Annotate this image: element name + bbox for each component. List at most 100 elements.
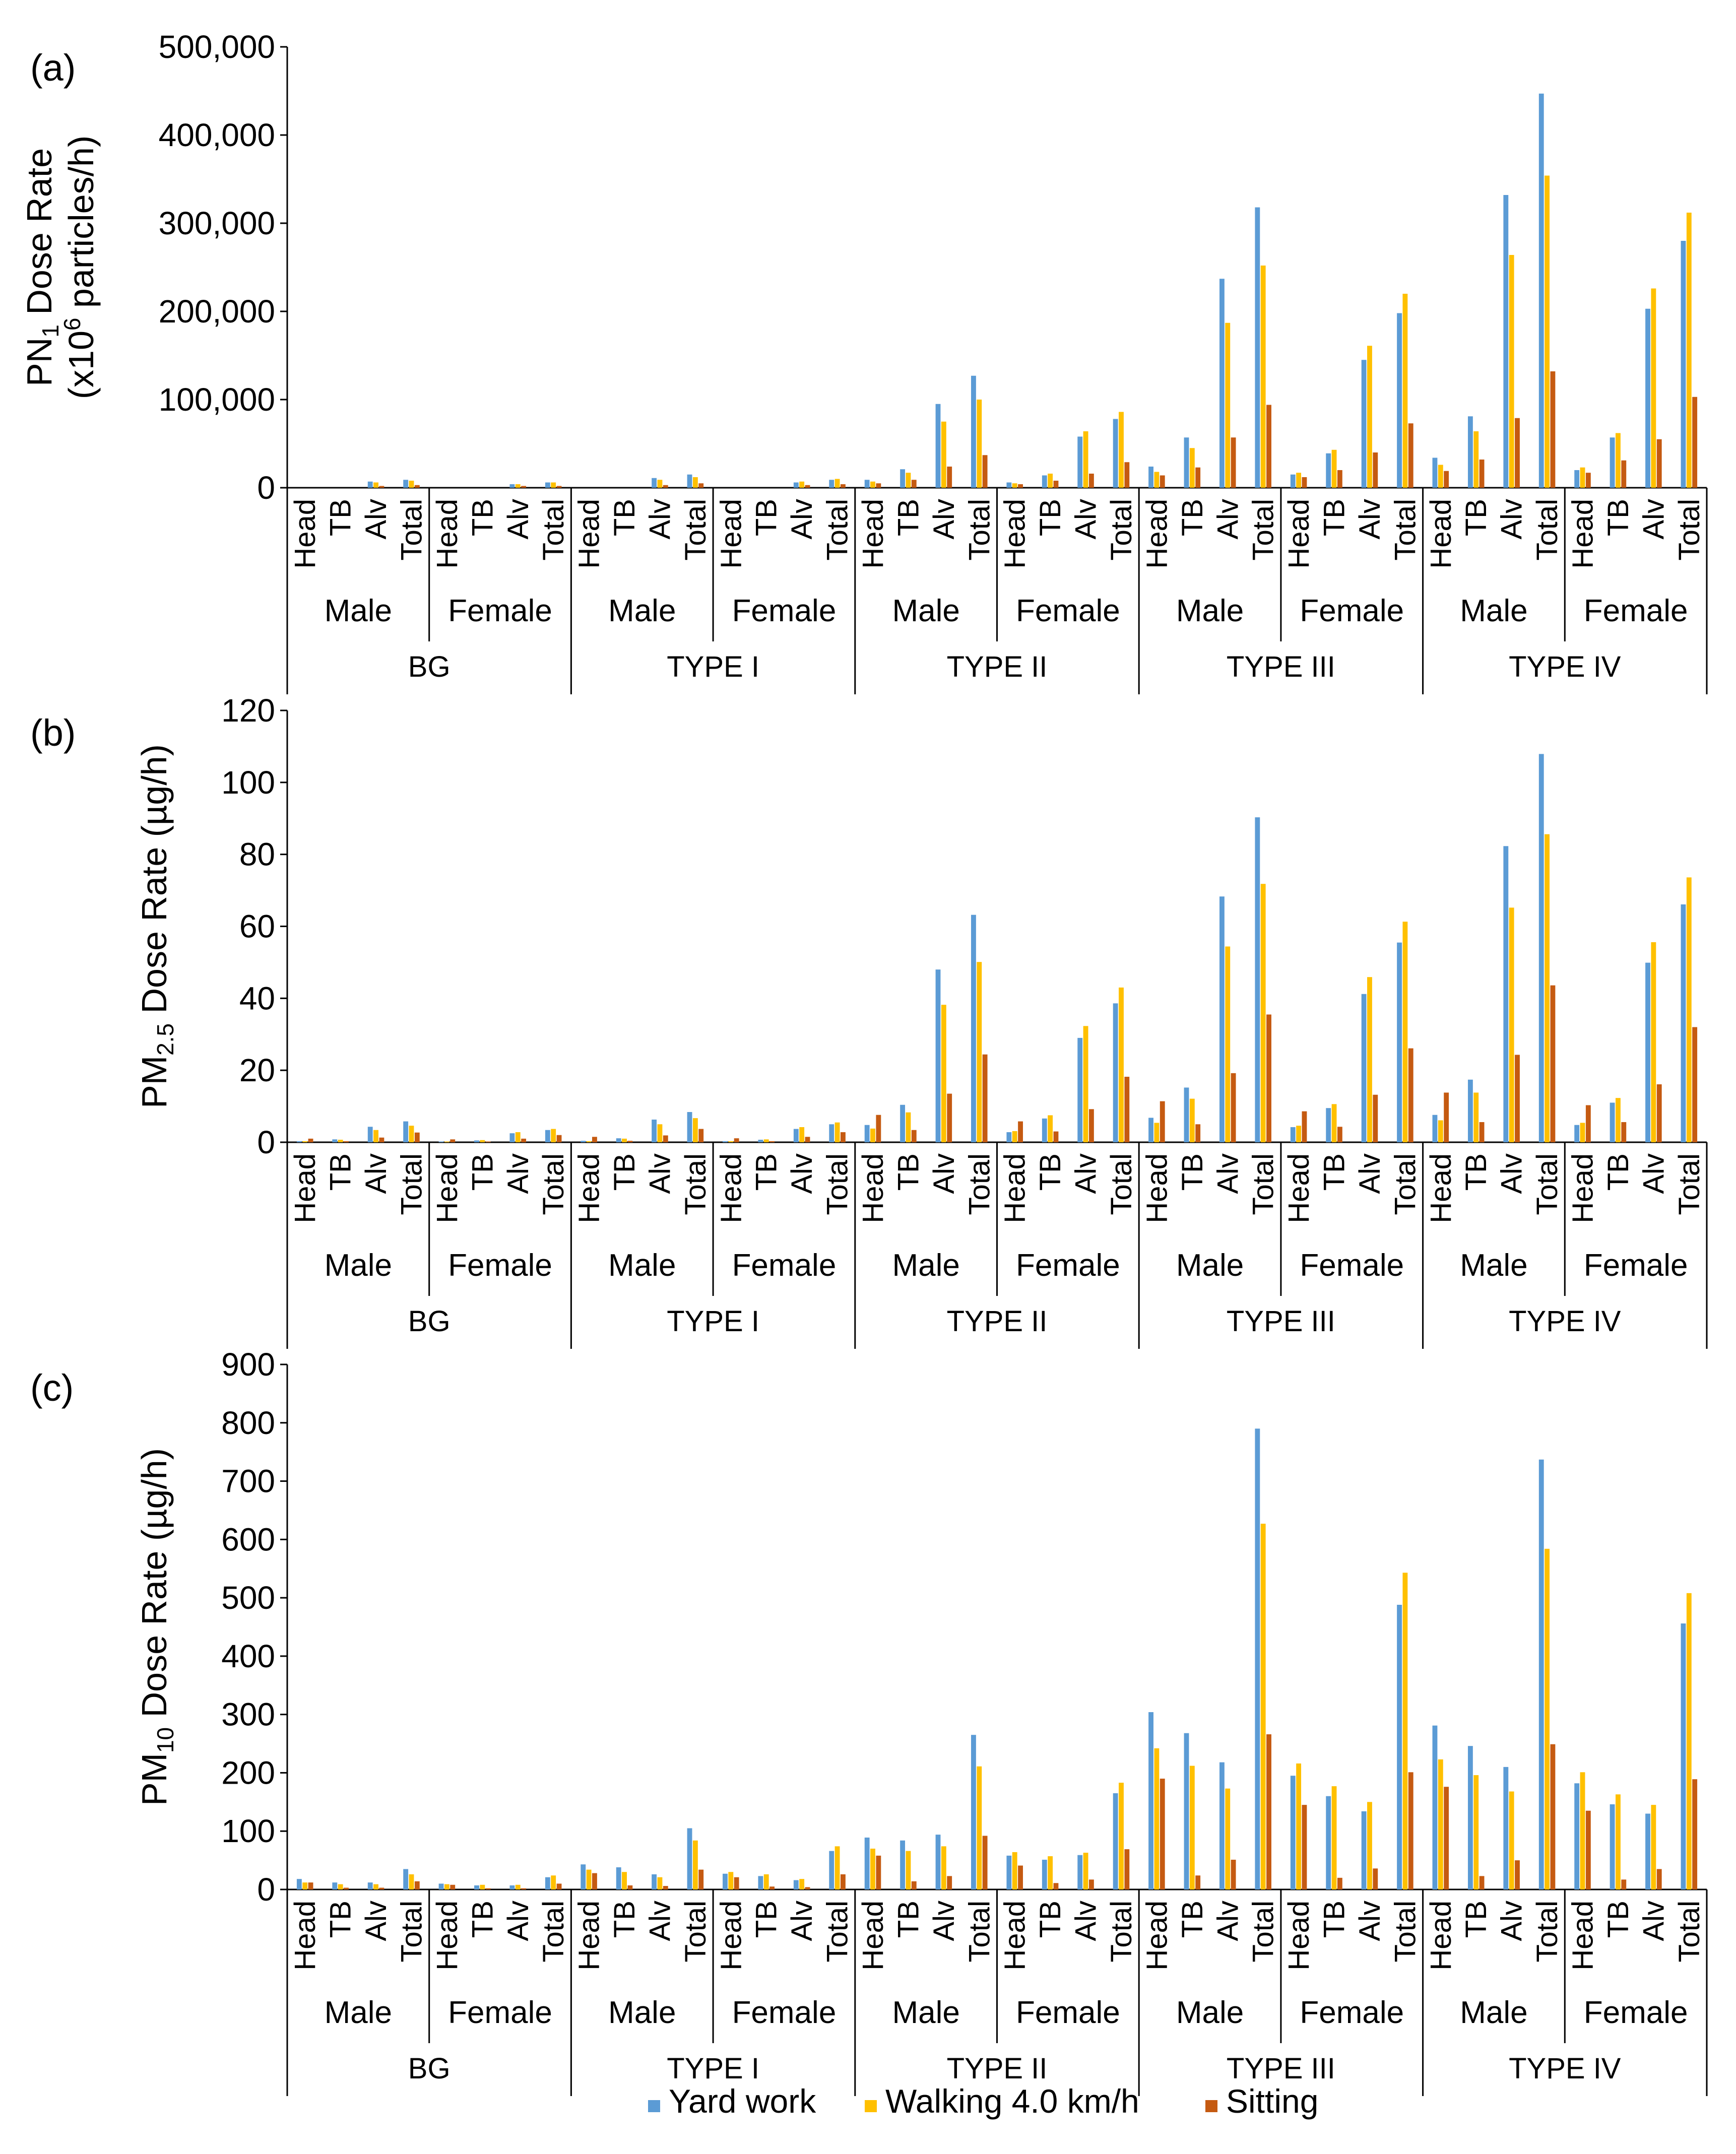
group-label-type-ii: TYPE II (947, 650, 1048, 683)
x-category-label: Total (821, 499, 854, 561)
bar-yard-work (367, 1127, 373, 1142)
bar-walking-4-0-km-h (728, 1141, 734, 1142)
x-category-label: TB (325, 1153, 357, 1191)
bar-sitting (414, 485, 420, 488)
bar-sitting (1266, 1734, 1271, 1889)
y-tick-label: 400 (221, 1638, 275, 1674)
bar-sitting (911, 480, 917, 488)
x-category-label: Alv (786, 499, 818, 540)
bar-sitting (841, 484, 846, 488)
bar-yard-work (1255, 207, 1260, 488)
bar-yard-work (1077, 436, 1083, 488)
bar-yard-work (1148, 467, 1153, 488)
y-tick-label: 700 (221, 1463, 275, 1499)
bar-yard-work (474, 1140, 479, 1142)
x-category-label: TB (1318, 499, 1351, 536)
group-label-bg: BG (408, 650, 451, 683)
group-label-type-iv: TYPE IV (1509, 2052, 1621, 2085)
x-category-label: Total (1531, 499, 1564, 561)
bar-walking-4-0-km-h (1367, 1802, 1372, 1889)
bar-sitting (344, 1887, 349, 1889)
bar-walking-4-0-km-h (977, 1766, 982, 1889)
bar-walking-4-0-km-h (799, 1127, 805, 1143)
bar-walking-4-0-km-h (1438, 1120, 1443, 1142)
bar-walking-4-0-km-h (1580, 1123, 1585, 1142)
bar-sitting (1124, 462, 1130, 488)
gender-label-male: Male (325, 1248, 392, 1283)
x-category-label: Total (537, 1153, 570, 1215)
x-category-label: Head (1425, 1153, 1457, 1223)
x-category-label: TB (1460, 499, 1493, 536)
bar-yard-work (900, 1104, 906, 1142)
bar-sitting (876, 1855, 881, 1889)
bar-sitting (1656, 1084, 1662, 1142)
bar-walking-4-0-km-h (1580, 1772, 1585, 1889)
bar-walking-4-0-km-h (941, 421, 946, 488)
x-category-label: Total (1247, 499, 1280, 561)
bar-yard-work (829, 480, 834, 488)
x-category-label: TB (1460, 1901, 1493, 1938)
bar-walking-4-0-km-h (906, 473, 911, 488)
bar-yard-work (1255, 1428, 1260, 1889)
y-tick-label: 60 (239, 908, 275, 945)
bar-sitting (947, 1876, 952, 1889)
x-category-label: Head (715, 1901, 747, 1971)
bar-sitting (805, 1137, 810, 1142)
x-category-label: Alv (360, 499, 393, 540)
x-category-label: Head (1282, 1153, 1315, 1223)
bar-sitting (1231, 1859, 1236, 1889)
x-category-label: Head (999, 1901, 1032, 1971)
y-tick-label: 100 (221, 1813, 275, 1849)
bar-walking-4-0-km-h (1331, 449, 1337, 488)
y-axis-title: PM10 Dose Rate (µg/h) (135, 1448, 178, 1806)
x-category-label: Head (573, 499, 606, 569)
bar-yard-work (403, 480, 409, 488)
bar-walking-4-0-km-h (1225, 946, 1231, 1142)
bar-walking-4-0-km-h (1473, 431, 1479, 488)
x-category-label: Total (1105, 1901, 1138, 1963)
bar-yard-work (1255, 817, 1260, 1142)
x-category-label: Alv (1070, 499, 1103, 540)
group-label-type-iv: TYPE IV (1509, 650, 1621, 683)
bar-sitting (1266, 1014, 1271, 1142)
bar-yard-work (1219, 1762, 1225, 1889)
bar-walking-4-0-km-h (1545, 1548, 1550, 1889)
legend-label-walking: Walking 4.0 km/h (885, 2082, 1139, 2120)
bar-sitting (1302, 1805, 1307, 1889)
bar-walking-4-0-km-h (1119, 412, 1124, 488)
x-category-label: Head (431, 1901, 464, 1971)
y-tick-label: 300,000 (159, 205, 275, 241)
bar-yard-work (545, 482, 550, 488)
bar-walking-4-0-km-h (1331, 1104, 1337, 1142)
x-category-label: Head (1140, 1153, 1173, 1223)
x-category-label: Head (289, 499, 322, 569)
bar-yard-work (1184, 1087, 1189, 1142)
legend-swatch-sitting (1205, 2100, 1217, 2112)
bar-sitting (308, 1138, 313, 1142)
bar-sitting (1373, 1868, 1378, 1889)
bar-walking-4-0-km-h (551, 1129, 556, 1142)
bar-walking-4-0-km-h (551, 482, 556, 488)
bar-sitting (1088, 474, 1094, 488)
bar-sitting (663, 1135, 668, 1142)
bar-yard-work (1219, 279, 1225, 488)
legend: Yard work Walking 4.0 km/h Sitting (648, 2082, 1318, 2120)
x-category-label: Alv (928, 499, 960, 540)
bar-walking-4-0-km-h (1048, 1115, 1053, 1142)
x-category-label: Head (289, 1153, 322, 1223)
bar-walking-4-0-km-h (1296, 1126, 1302, 1142)
y-tick-label: 500 (221, 1580, 275, 1616)
bar-walking-4-0-km-h (1119, 1783, 1124, 1889)
bar-sitting (1018, 1865, 1023, 1889)
bar-walking-4-0-km-h (906, 1112, 911, 1142)
gender-label-female: Female (1584, 594, 1688, 628)
x-category-label: TB (1318, 1901, 1351, 1938)
x-category-label: Alv (1637, 499, 1670, 540)
bar-walking-4-0-km-h (1686, 1593, 1692, 1889)
bar-walking-4-0-km-h (1367, 346, 1372, 488)
x-category-label: TB (1034, 499, 1067, 536)
group-label-type-iii: TYPE III (1227, 650, 1335, 683)
group-label-type-i: TYPE I (667, 650, 759, 683)
x-category-label: TB (608, 1153, 641, 1191)
